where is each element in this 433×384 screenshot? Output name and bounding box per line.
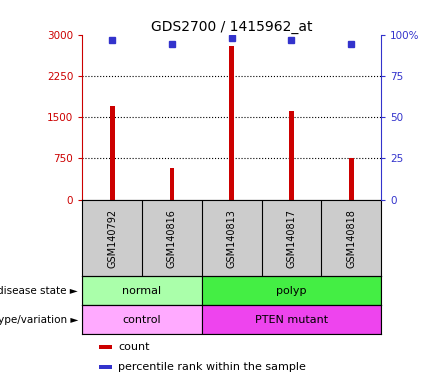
Bar <box>289 111 294 200</box>
Text: disease state ►: disease state ► <box>0 286 78 296</box>
Bar <box>82 305 202 334</box>
Text: GSM140792: GSM140792 <box>107 209 117 268</box>
Text: GSM140817: GSM140817 <box>286 209 297 268</box>
Bar <box>99 345 112 349</box>
Bar <box>99 366 112 369</box>
Text: percentile rank within the sample: percentile rank within the sample <box>118 362 306 372</box>
Bar <box>169 168 174 200</box>
Bar <box>229 46 234 200</box>
Text: genotype/variation ►: genotype/variation ► <box>0 314 78 325</box>
Bar <box>202 276 381 305</box>
Title: GDS2700 / 1415962_at: GDS2700 / 1415962_at <box>151 20 312 33</box>
Bar <box>110 106 115 200</box>
Text: GSM140813: GSM140813 <box>226 209 237 268</box>
Text: control: control <box>123 314 162 325</box>
Bar <box>202 305 381 334</box>
Bar <box>349 158 354 200</box>
Text: normal: normal <box>123 286 162 296</box>
Bar <box>82 276 202 305</box>
Text: count: count <box>118 342 150 352</box>
Text: polyp: polyp <box>276 286 307 296</box>
Text: GSM140818: GSM140818 <box>346 209 356 268</box>
Text: PTEN mutant: PTEN mutant <box>255 314 328 325</box>
Text: GSM140816: GSM140816 <box>167 209 177 268</box>
